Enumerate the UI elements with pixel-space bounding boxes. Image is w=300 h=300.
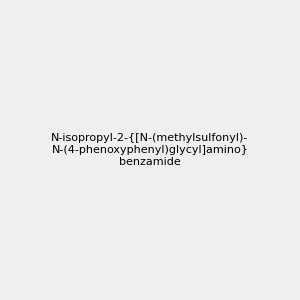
Text: N-isopropyl-2-{[N-(methylsulfonyl)-
N-(4-phenoxyphenyl)glycyl]amino}
benzamide: N-isopropyl-2-{[N-(methylsulfonyl)- N-(4… bbox=[51, 134, 249, 166]
